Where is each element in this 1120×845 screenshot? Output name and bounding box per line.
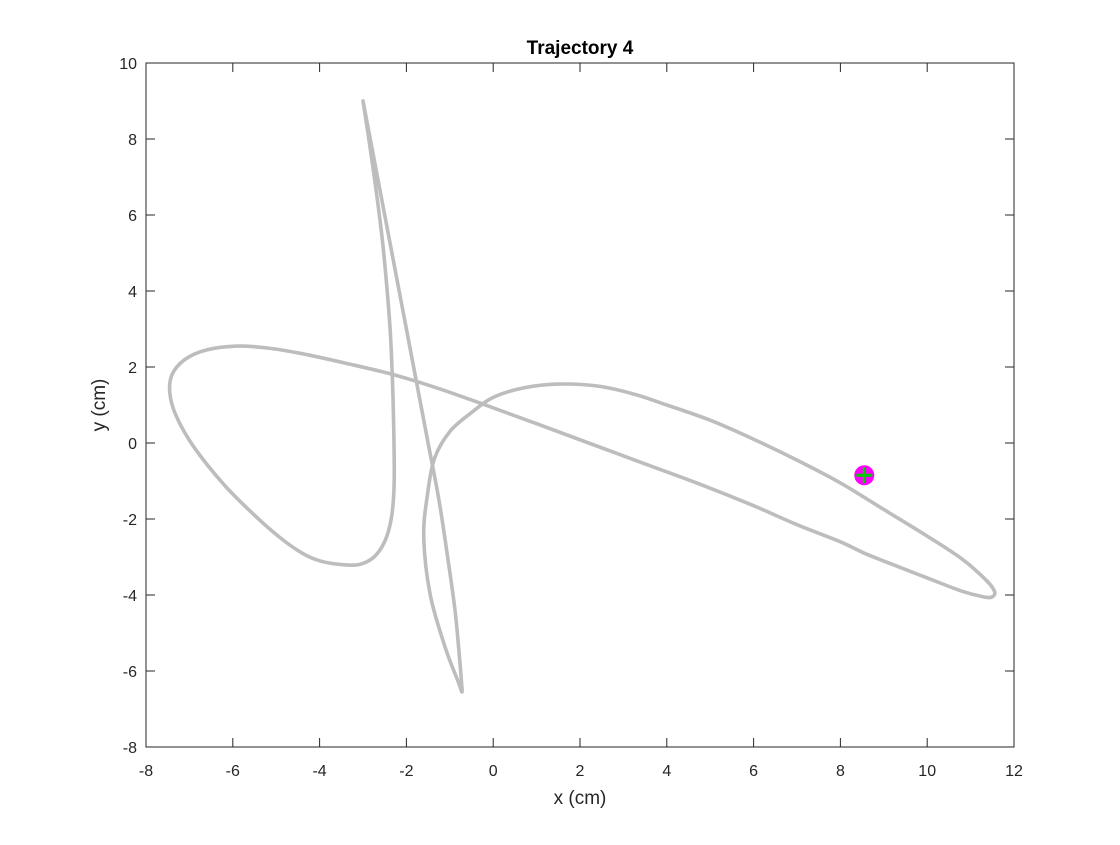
- x-tick-label: 12: [1005, 763, 1023, 780]
- x-tick-label: 0: [489, 763, 498, 780]
- chart-title: Trajectory 4: [527, 38, 634, 59]
- x-tick-label: 2: [576, 763, 585, 780]
- x-tick-label: -8: [139, 763, 153, 780]
- y-tick-label: -8: [123, 740, 137, 757]
- y-tick-label: -4: [123, 588, 137, 605]
- x-tick-label: 4: [662, 763, 671, 780]
- y-tick-label: 4: [128, 284, 137, 301]
- y-tick-label: -2: [123, 512, 137, 529]
- x-tick-label: 10: [918, 763, 936, 780]
- x-tick-label: 6: [749, 763, 758, 780]
- plot-area: -8 -6 -4 -2 0 2 4 6 8 10 12 -8 -6 -4 -2 0 2 4 6 8 10: [119, 56, 1023, 780]
- y-tick-label: -6: [123, 664, 137, 681]
- trajectory-line: [167, 99, 997, 694]
- y-tick-label: 10: [119, 56, 137, 73]
- y-tick-label: 0: [128, 436, 137, 453]
- y-tick-label: 6: [128, 208, 137, 225]
- x-tick-label: -6: [226, 763, 240, 780]
- y-tick-label: 2: [128, 360, 137, 377]
- x-tick-label: 8: [836, 763, 845, 780]
- y-axis-label: y (cm): [89, 379, 110, 432]
- x-tick-label: -4: [312, 763, 326, 780]
- x-axis-label: x (cm): [554, 788, 607, 809]
- y-tick-label: 8: [128, 132, 137, 149]
- x-tick-label: -2: [399, 763, 413, 780]
